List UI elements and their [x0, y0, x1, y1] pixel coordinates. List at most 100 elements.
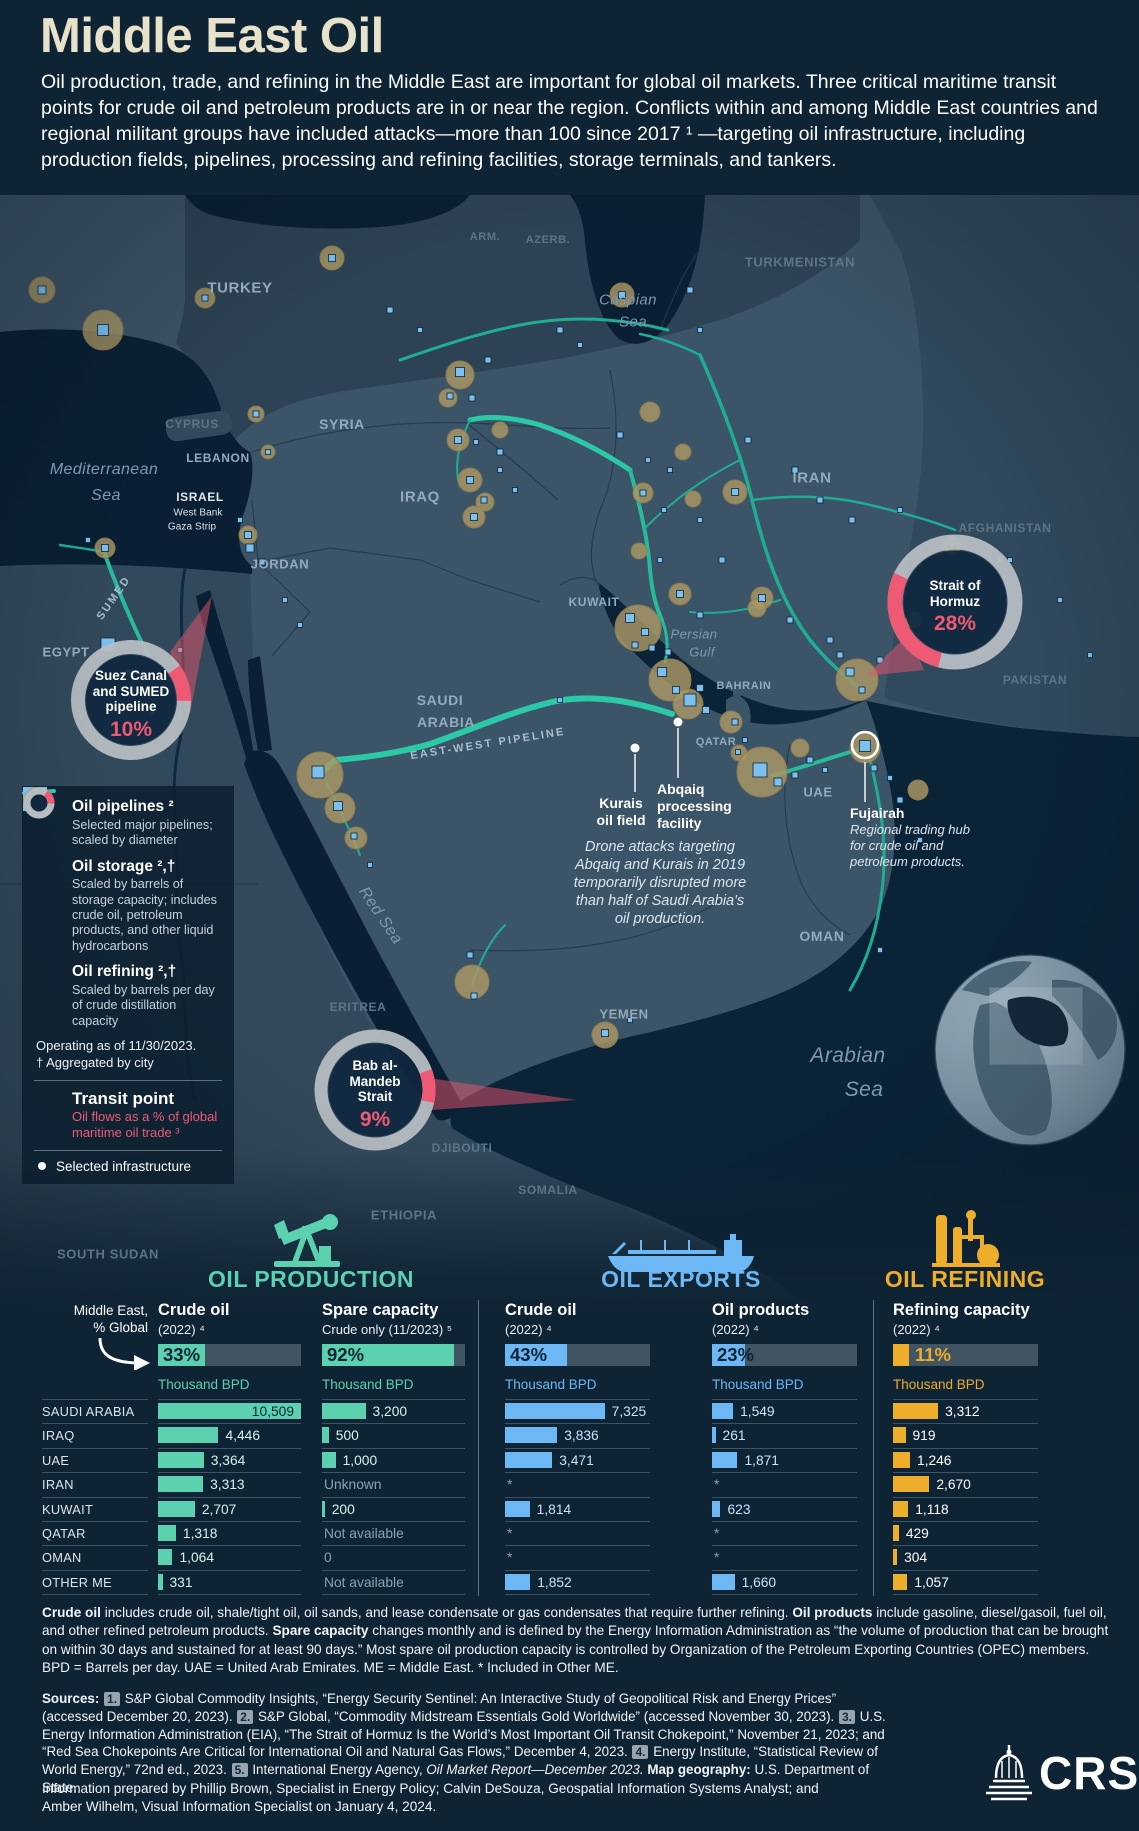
row-separator: [42, 1496, 148, 1498]
row-separator: [893, 1472, 1038, 1474]
global-share-value: 43%: [510, 1344, 548, 1365]
legend-aggregated-note: † Aggregated by city: [36, 1054, 154, 1070]
row-separator: [712, 1399, 857, 1400]
source-number-badge: 1.: [104, 1692, 121, 1706]
value-label: 919: [912, 1428, 936, 1444]
value-bar: [158, 1476, 204, 1493]
row-separator: [42, 1472, 148, 1474]
value-label: 200: [331, 1501, 355, 1517]
unit-label: Thousand BPD: [505, 1377, 597, 1392]
row-separator: [893, 1569, 1038, 1571]
value-bar: [158, 1451, 204, 1468]
table-row-country: UAE: [42, 1452, 70, 1468]
legend-storage-desc: Scaled by barrels of storage capacity; i…: [72, 877, 217, 953]
value-label: 1,000: [342, 1452, 378, 1468]
row-separator: [42, 1545, 148, 1547]
row-separator: [505, 1594, 650, 1596]
value-bar: [158, 1525, 176, 1541]
row-separator: [893, 1423, 1038, 1425]
value-bar: [322, 1451, 336, 1468]
value-bar: [158, 1427, 219, 1444]
row-separator: [158, 1472, 301, 1474]
legend-transit: Transit point Oil flows as a % of global…: [23, 787, 222, 1141]
value-bar: [893, 1549, 898, 1566]
legend-selected-label: Selected infrastructure: [56, 1158, 192, 1174]
row-separator: [712, 1472, 857, 1474]
value-label: 1,057: [914, 1574, 949, 1590]
credits-text: Information prepared by Phillip Brown, S…: [42, 1781, 819, 1815]
value-bar: [893, 1476, 930, 1493]
value-label: 2,707: [201, 1501, 237, 1517]
value-bar: [712, 1500, 721, 1517]
row-separator: [158, 1569, 301, 1571]
row-separator: [42, 1447, 148, 1449]
global-share-bar: 23%: [712, 1344, 857, 1366]
table-divider: [873, 1300, 874, 1596]
unit-label: Thousand BPD: [158, 1377, 250, 1392]
value-bar: [158, 1403, 301, 1419]
value-bar: [322, 1427, 329, 1444]
value-label: 1,318: [182, 1526, 218, 1541]
value-label: 2,670: [936, 1477, 971, 1493]
row-separator: [322, 1423, 465, 1425]
legend-transit-desc: Oil flows as a % of global maritime oil …: [72, 1109, 218, 1140]
source-number-badge: 4.: [632, 1745, 649, 1760]
row-separator: [158, 1399, 301, 1400]
table-row-country: QATAR: [42, 1526, 86, 1541]
row-separator: [42, 1569, 148, 1571]
row-separator: [322, 1447, 465, 1449]
row-separator: [322, 1545, 465, 1547]
value-label: 3,471: [559, 1452, 594, 1468]
legend-storage-title: Oil storage ²,†: [72, 857, 176, 875]
legend-selected-infrastructure: Selected infrastructure: [34, 1159, 222, 1174]
legend-refining-desc: Scaled by barrels per day of crude disti…: [72, 982, 215, 1028]
crs-logo-text: CRS: [1039, 1747, 1139, 1799]
value-label: 1,814: [536, 1501, 572, 1517]
value-label: 1,246: [916, 1452, 952, 1468]
row-separator: [505, 1447, 650, 1449]
value-bar: [158, 1500, 195, 1517]
legend-pipelines: Oil pipelines ² Selected major pipelines…: [22, 789, 222, 849]
value-label: 1,871: [744, 1452, 779, 1468]
unit-label: Thousand BPD: [712, 1377, 804, 1392]
oil-storage-icon: [23, 787, 72, 955]
value-bar: [893, 1427, 906, 1444]
value-na: Not available: [324, 1526, 404, 1541]
value-na: *: [507, 1550, 513, 1566]
value-label: 261: [722, 1428, 746, 1444]
value-bar: [893, 1525, 899, 1541]
row-separator: [42, 1521, 148, 1522]
row-separator: [712, 1545, 857, 1547]
row-separator: [712, 1569, 857, 1571]
value-label: 623: [727, 1501, 751, 1517]
row-separator: [505, 1423, 650, 1425]
row-separator: [158, 1423, 301, 1425]
value-bar: [505, 1451, 553, 1468]
value-bar: [893, 1451, 910, 1468]
row-separator: [158, 1496, 301, 1498]
value-bar: [893, 1403, 939, 1419]
global-share-arrow-icon: [98, 1337, 150, 1370]
value-bar: [158, 1549, 173, 1566]
global-share-bar: 33%: [158, 1344, 301, 1366]
table-divider: [478, 1300, 479, 1596]
row-separator: [322, 1569, 465, 1571]
value-bar: [322, 1500, 325, 1517]
row-separator: [322, 1594, 465, 1596]
value-na: *: [714, 1550, 720, 1566]
row-separator: [505, 1545, 650, 1547]
map-legend: Oil pipelines ² Selected major pipelines…: [22, 786, 234, 1184]
row-separator: [893, 1447, 1038, 1449]
value-label: 1,549: [740, 1404, 775, 1419]
row-separator: [158, 1545, 301, 1547]
row-separator: [712, 1521, 857, 1522]
value-na: Not available: [324, 1574, 404, 1590]
value-na: *: [714, 1477, 720, 1493]
crs-logo: CRS: [985, 1742, 1139, 1804]
source-number-badge: 2.: [237, 1709, 254, 1724]
value-label: 3,200: [372, 1404, 408, 1419]
unit-label: Thousand BPD: [322, 1377, 414, 1392]
row-separator: [322, 1399, 465, 1400]
value-bar: [505, 1427, 558, 1444]
value-bar: [712, 1427, 716, 1444]
